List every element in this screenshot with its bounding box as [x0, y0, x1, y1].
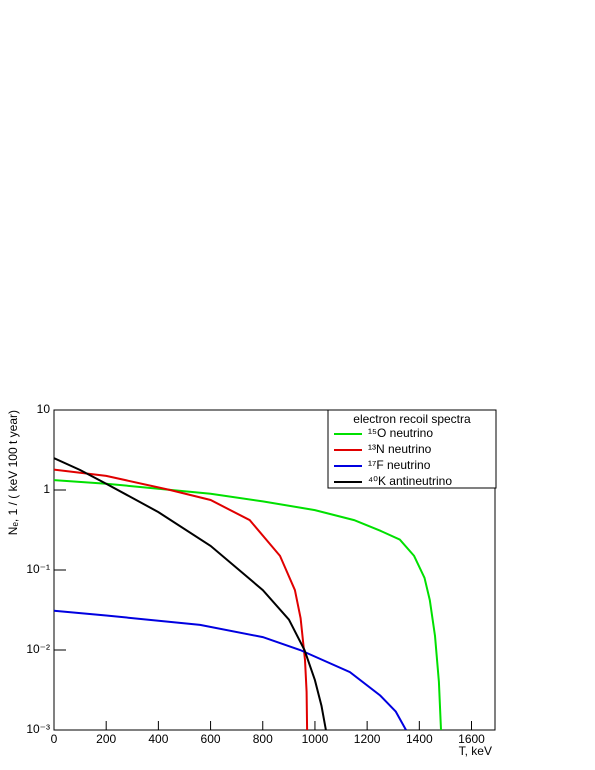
legend-label: ¹⁵O neutrino: [368, 426, 433, 440]
series-line: [54, 609, 407, 730]
series-line: [54, 457, 327, 730]
x-tick-label: 0: [51, 732, 58, 746]
series-line: [54, 479, 442, 730]
x-tick-label: 1200: [354, 732, 381, 746]
legend-title: electron recoil spectra: [353, 412, 471, 426]
y-axis-label: Nₑ, 1 / ( keV 100 t year): [6, 410, 20, 535]
x-tick-label: 1000: [302, 732, 329, 746]
x-tick-label: 200: [96, 732, 116, 746]
legend-label: ⁴⁰K antineutrino: [368, 474, 452, 488]
y-tick-label: 10: [37, 402, 51, 416]
legend-label: ¹⁷F neutrino: [368, 458, 431, 472]
y-tick-label: 10⁻³: [26, 722, 50, 736]
y-tick-label: 10⁻¹: [26, 562, 50, 576]
y-tick-label: 1: [43, 482, 50, 496]
x-tick-label: 1400: [406, 732, 433, 746]
x-axis-label: T, keV: [459, 744, 492, 758]
series-line: [54, 468, 309, 730]
x-tick-label: 400: [148, 732, 168, 746]
legend-label: ¹³N neutrino: [368, 442, 432, 456]
x-tick-label: 600: [201, 732, 221, 746]
x-tick-label: 1600: [458, 732, 485, 746]
x-tick-label: 800: [253, 732, 273, 746]
y-tick-label: 10⁻²: [26, 642, 50, 656]
